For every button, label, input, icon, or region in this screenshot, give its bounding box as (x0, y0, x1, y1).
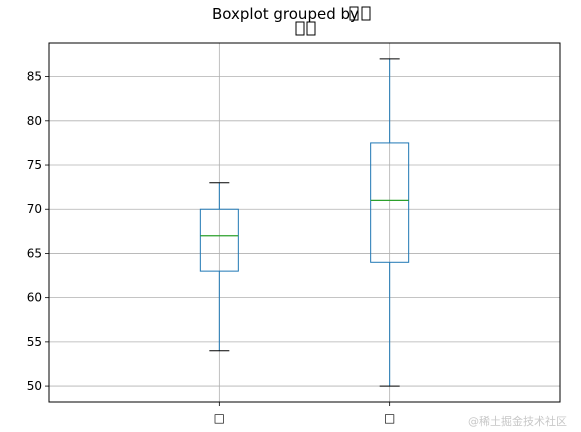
x-axis: □ □ (214, 402, 395, 425)
title-missing-glyph (349, 6, 359, 21)
subtitle-missing-glyph (306, 21, 316, 36)
y-tick-label: 50 (27, 379, 42, 393)
y-tick-label: 55 (27, 335, 42, 349)
chart-subtitle (295, 21, 316, 36)
x-tick-label: □ (384, 411, 395, 425)
y-tick-label: 80 (27, 114, 42, 128)
title-missing-glyph (361, 6, 371, 21)
chart-title-text: Boxplot grouped by (212, 5, 359, 23)
box-group (199, 182, 239, 352)
y-tick-label: 85 (27, 70, 42, 84)
chart-title: Boxplot grouped by (212, 5, 371, 23)
grid (49, 43, 560, 402)
iqr-box (370, 142, 410, 263)
y-tick-label: 60 (27, 291, 42, 305)
boxes (199, 58, 410, 387)
y-tick-label: 75 (27, 158, 42, 172)
x-tick-label: □ (214, 411, 225, 425)
y-tick-label: 65 (27, 246, 42, 260)
watermark: @稀土掘金技术社区 (468, 414, 567, 428)
plot-frame (48, 42, 561, 403)
y-tick-label: 70 (27, 202, 42, 216)
y-axis: 50 55 60 65 70 75 80 85 (27, 70, 49, 393)
subtitle-missing-glyph (295, 21, 305, 36)
iqr-box (199, 208, 239, 272)
box-group (370, 58, 410, 387)
